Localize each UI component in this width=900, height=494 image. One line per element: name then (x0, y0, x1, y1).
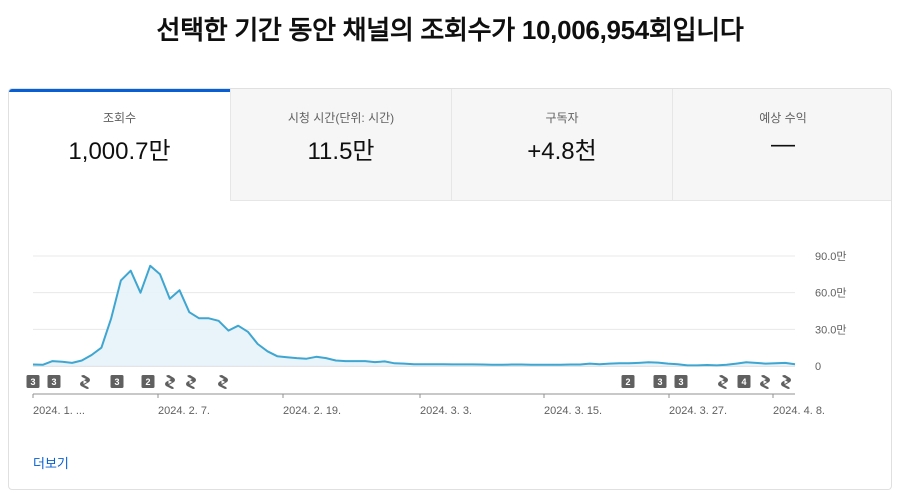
marker-badge-bg (621, 375, 635, 388)
shorts-icon-play (168, 380, 172, 384)
shorts-icon (80, 375, 90, 389)
shorts-icon (218, 375, 228, 389)
tab-subscribers-label: 구독자 (545, 111, 579, 125)
content-markers: 3 3 3 2 2 3 3 4 (26, 375, 791, 389)
y-tick-label: 60.0만 (815, 287, 847, 300)
marker-count-badge: 3 (110, 375, 124, 388)
analytics-card: 조회수 1,000.7만 시청 시간(단위: 시간) 11.5만 구독자 +4.… (8, 88, 892, 490)
chart-area-fill (33, 265, 795, 366)
tab-views[interactable]: 조회수 1,000.7만 (9, 89, 230, 201)
headline-suffix: 회입니다 (648, 15, 744, 45)
y-tick-label: 90.0만 (815, 250, 847, 263)
marker-count-label: 3 (30, 377, 35, 387)
tab-revenue-value: — (771, 131, 795, 158)
marker-count-label: 3 (51, 377, 56, 387)
x-tick-label: 2024. 3. 27. (669, 405, 727, 417)
chart-series-line (32, 264, 796, 367)
marker-count-badge: 3 (47, 375, 61, 388)
tab-views-value: 1,000.7만 (68, 138, 171, 165)
marker-badge-bg (26, 375, 40, 388)
marker-count-badge: 3 (674, 375, 688, 388)
shorts-icon (760, 375, 770, 389)
x-tick-label: 2024. 1. ... (33, 405, 85, 417)
x-axis: 2024. 1. ... 2024. 2. 7. 2024. 2. 19. 2024.… (32, 393, 825, 417)
shorts-icon (186, 375, 196, 389)
metric-tabs: 조회수 1,000.7만 시청 시간(단위: 시간) 11.5만 구독자 +4.… (9, 89, 891, 201)
marker-count-label: 3 (114, 377, 119, 387)
tab-subscribers-value: +4.8천 (527, 138, 597, 165)
marker-count-badge: 3 (653, 375, 667, 388)
tab-revenue-label: 예상 수익 (759, 111, 807, 125)
headline-view-count: 10,006,954 (521, 15, 649, 45)
shorts-icon-play (221, 380, 225, 384)
shorts-icon-play (763, 380, 767, 384)
x-tick-label: 2024. 3. 3. (420, 405, 472, 417)
tab-revenue[interactable]: 예상 수익 — (672, 89, 891, 201)
marker-count-label: 3 (657, 377, 662, 387)
x-tick-label: 2024. 3. 15. (544, 405, 602, 417)
shorts-icon-play (83, 380, 87, 384)
marker-count-label: 2 (145, 377, 150, 387)
marker-count-label: 2 (625, 377, 630, 387)
x-tick-label: 2024. 2. 19. (283, 405, 341, 417)
marker-count-badge: 4 (737, 375, 751, 388)
shorts-icon-play (784, 380, 788, 384)
tab-watch-time-value: 11.5만 (307, 138, 375, 165)
shorts-icon-play (721, 380, 725, 384)
marker-count-badge: 2 (141, 375, 155, 388)
see-more-link[interactable]: 더보기 (33, 456, 69, 471)
shorts-icon-play (189, 380, 193, 384)
marker-count-label: 4 (741, 377, 746, 387)
marker-badge-bg (110, 375, 124, 388)
x-tick-label: 2024. 2. 7. (158, 405, 210, 417)
x-tick-label: 2024. 4. 8. (773, 405, 825, 417)
marker-badge-bg (653, 375, 667, 388)
headline-prefix: 선택한 기간 동안 채널의 조회수가 (156, 15, 522, 45)
marker-badge-bg (47, 375, 61, 388)
y-axis-labels: 0 30.0만 60.0만 90.0만 (815, 250, 847, 373)
y-tick-label: 0 (815, 361, 821, 373)
marker-count-badge: 2 (621, 375, 635, 388)
tab-subscribers[interactable]: 구독자 +4.8천 (451, 89, 672, 201)
shorts-icon (718, 375, 728, 389)
shorts-icon (781, 375, 791, 389)
y-tick-label: 30.0만 (815, 323, 847, 336)
tab-watch-time-label: 시청 시간(단위: 시간) (287, 111, 395, 125)
marker-count-badge: 3 (26, 375, 40, 388)
marker-badge-bg (674, 375, 688, 388)
page-title: 선택한 기간 동안 채널의 조회수가 10,006,954회입니다 (0, 10, 900, 47)
tab-views-label: 조회수 (102, 111, 137, 125)
marker-badge-bg (141, 375, 155, 388)
shorts-icon (165, 375, 175, 389)
tab-watch-time[interactable]: 시청 시간(단위: 시간) 11.5만 (230, 89, 451, 201)
marker-count-label: 3 (678, 377, 683, 387)
marker-badge-bg (737, 375, 751, 388)
